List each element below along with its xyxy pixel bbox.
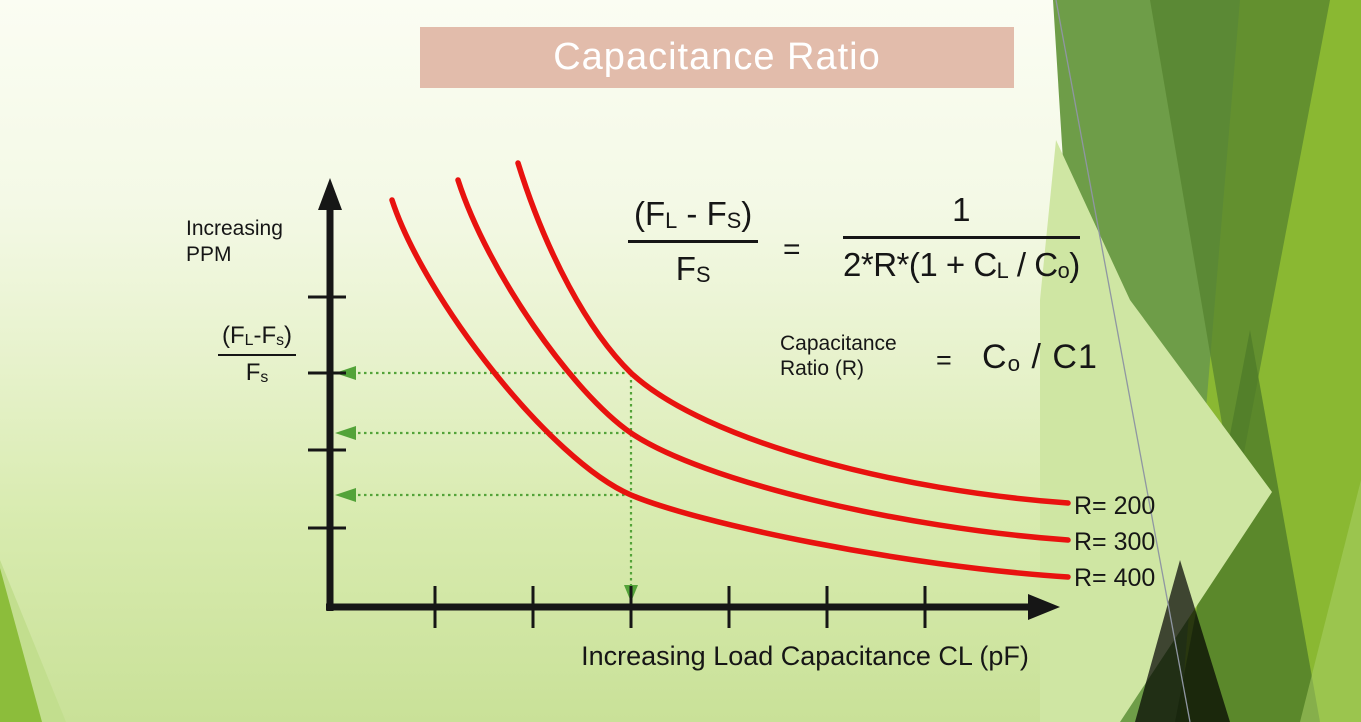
decor-triangle-light-right	[1300, 480, 1361, 722]
formula-main-rhs-numerator: 1	[843, 190, 1080, 239]
decor-triangle-pale-sliver	[1135, 560, 1230, 722]
formula-main-rhs-denominator: 2*R*(1 + CL / Co)	[843, 245, 1080, 284]
formula-main-right-fraction: 1 2*R*(1 + CL / Co)	[843, 190, 1080, 284]
x-axis-label: Increasing Load Capacitance CL (pF)	[581, 641, 1029, 671]
x-axis-ticks	[433, 586, 927, 628]
y-fraction-numerator: (FL-Fs)	[218, 322, 297, 356]
formula-ratio-label-line2: Ratio (R)	[780, 357, 865, 380]
axes	[318, 178, 1060, 620]
title-banner: Capacitance Ratio	[420, 27, 1014, 88]
decor-wedge-bottom-left-pale	[0, 560, 66, 722]
curves	[389, 160, 1071, 580]
y-fraction-denominator: Fs	[245, 358, 269, 386]
formula-main-left-fraction: (FL - FS) FS	[628, 194, 759, 288]
decor-gray-line	[1055, 0, 1191, 722]
guide-arrow-left-2-icon	[335, 426, 356, 440]
formula-main-numerator: (FL - FS)	[628, 194, 759, 243]
guide-arrow-left-3-icon	[335, 488, 356, 502]
x-axis-arrowhead-icon	[1028, 594, 1060, 620]
decor-triangle-pale-notch	[1040, 140, 1272, 722]
curve-label-r400: R= 400	[1074, 564, 1156, 592]
curve-r300	[455, 177, 1071, 543]
formula-ratio-label: Capacitance Ratio (R)	[780, 331, 897, 381]
curve-label-r200: R= 200	[1074, 492, 1156, 520]
formula-main-denominator: FS	[675, 249, 711, 288]
y-axis-ticks	[308, 295, 346, 530]
y-axis-label: Increasing PPM	[186, 216, 283, 268]
curve-r200	[515, 160, 1071, 506]
guide-lines	[352, 371, 633, 590]
formula-main-equals: =	[783, 233, 801, 266]
y-axis-label-line1: Increasing	[186, 217, 283, 240]
y-axis-arrowhead-icon	[318, 178, 342, 210]
formula-ratio-label-line1: Capacitance	[780, 332, 897, 355]
slide-title: Capacitance Ratio	[553, 36, 881, 78]
decor-triangle-dark-top	[1150, 0, 1330, 500]
formula-ratio-equals: =	[936, 345, 952, 375]
y-axis-fraction-label: (FL-Fs) Fs	[218, 322, 297, 388]
y-axis-label-line2: PPM	[186, 243, 232, 266]
decor-wedge-bottom-left	[0, 568, 42, 722]
formula-ratio-rhs: Co / C1	[982, 338, 1098, 376]
curve-label-r300: R= 300	[1074, 528, 1156, 556]
curve-r400	[389, 197, 1071, 580]
